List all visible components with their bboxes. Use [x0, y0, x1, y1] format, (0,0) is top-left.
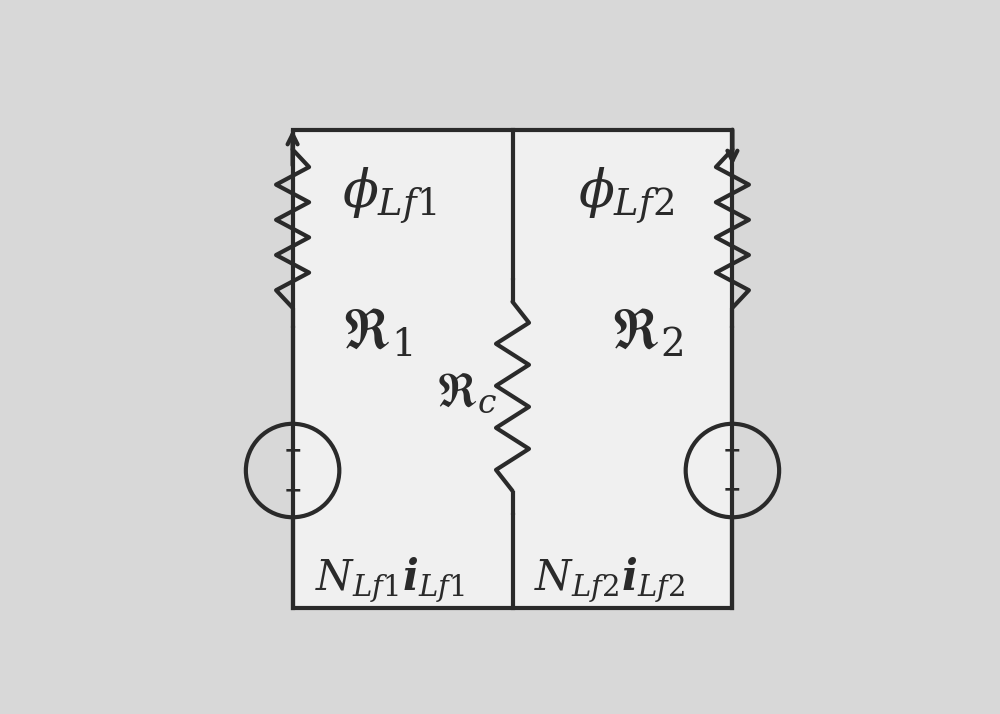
- Text: $\mathfrak{R}_c$: $\mathfrak{R}_c$: [436, 371, 497, 416]
- Text: $N_{Lf1}\boldsymbol{i}_{Lf1}$: $N_{Lf1}\boldsymbol{i}_{Lf1}$: [315, 555, 464, 605]
- Text: −: −: [723, 441, 742, 461]
- Text: $\phi_{Lf2}$: $\phi_{Lf2}$: [578, 166, 674, 226]
- Text: −: −: [283, 480, 302, 500]
- Text: $\mathfrak{R}_2$: $\mathfrak{R}_2$: [611, 306, 683, 360]
- Text: $\mathfrak{R}_1$: $\mathfrak{R}_1$: [342, 306, 412, 360]
- Text: +: +: [283, 441, 302, 461]
- Text: $\phi_{Lf1}$: $\phi_{Lf1}$: [342, 166, 436, 226]
- FancyBboxPatch shape: [293, 130, 732, 608]
- Text: +: +: [723, 480, 742, 500]
- Text: $N_{Lf2}\boldsymbol{i}_{Lf2}$: $N_{Lf2}\boldsymbol{i}_{Lf2}$: [534, 555, 685, 605]
